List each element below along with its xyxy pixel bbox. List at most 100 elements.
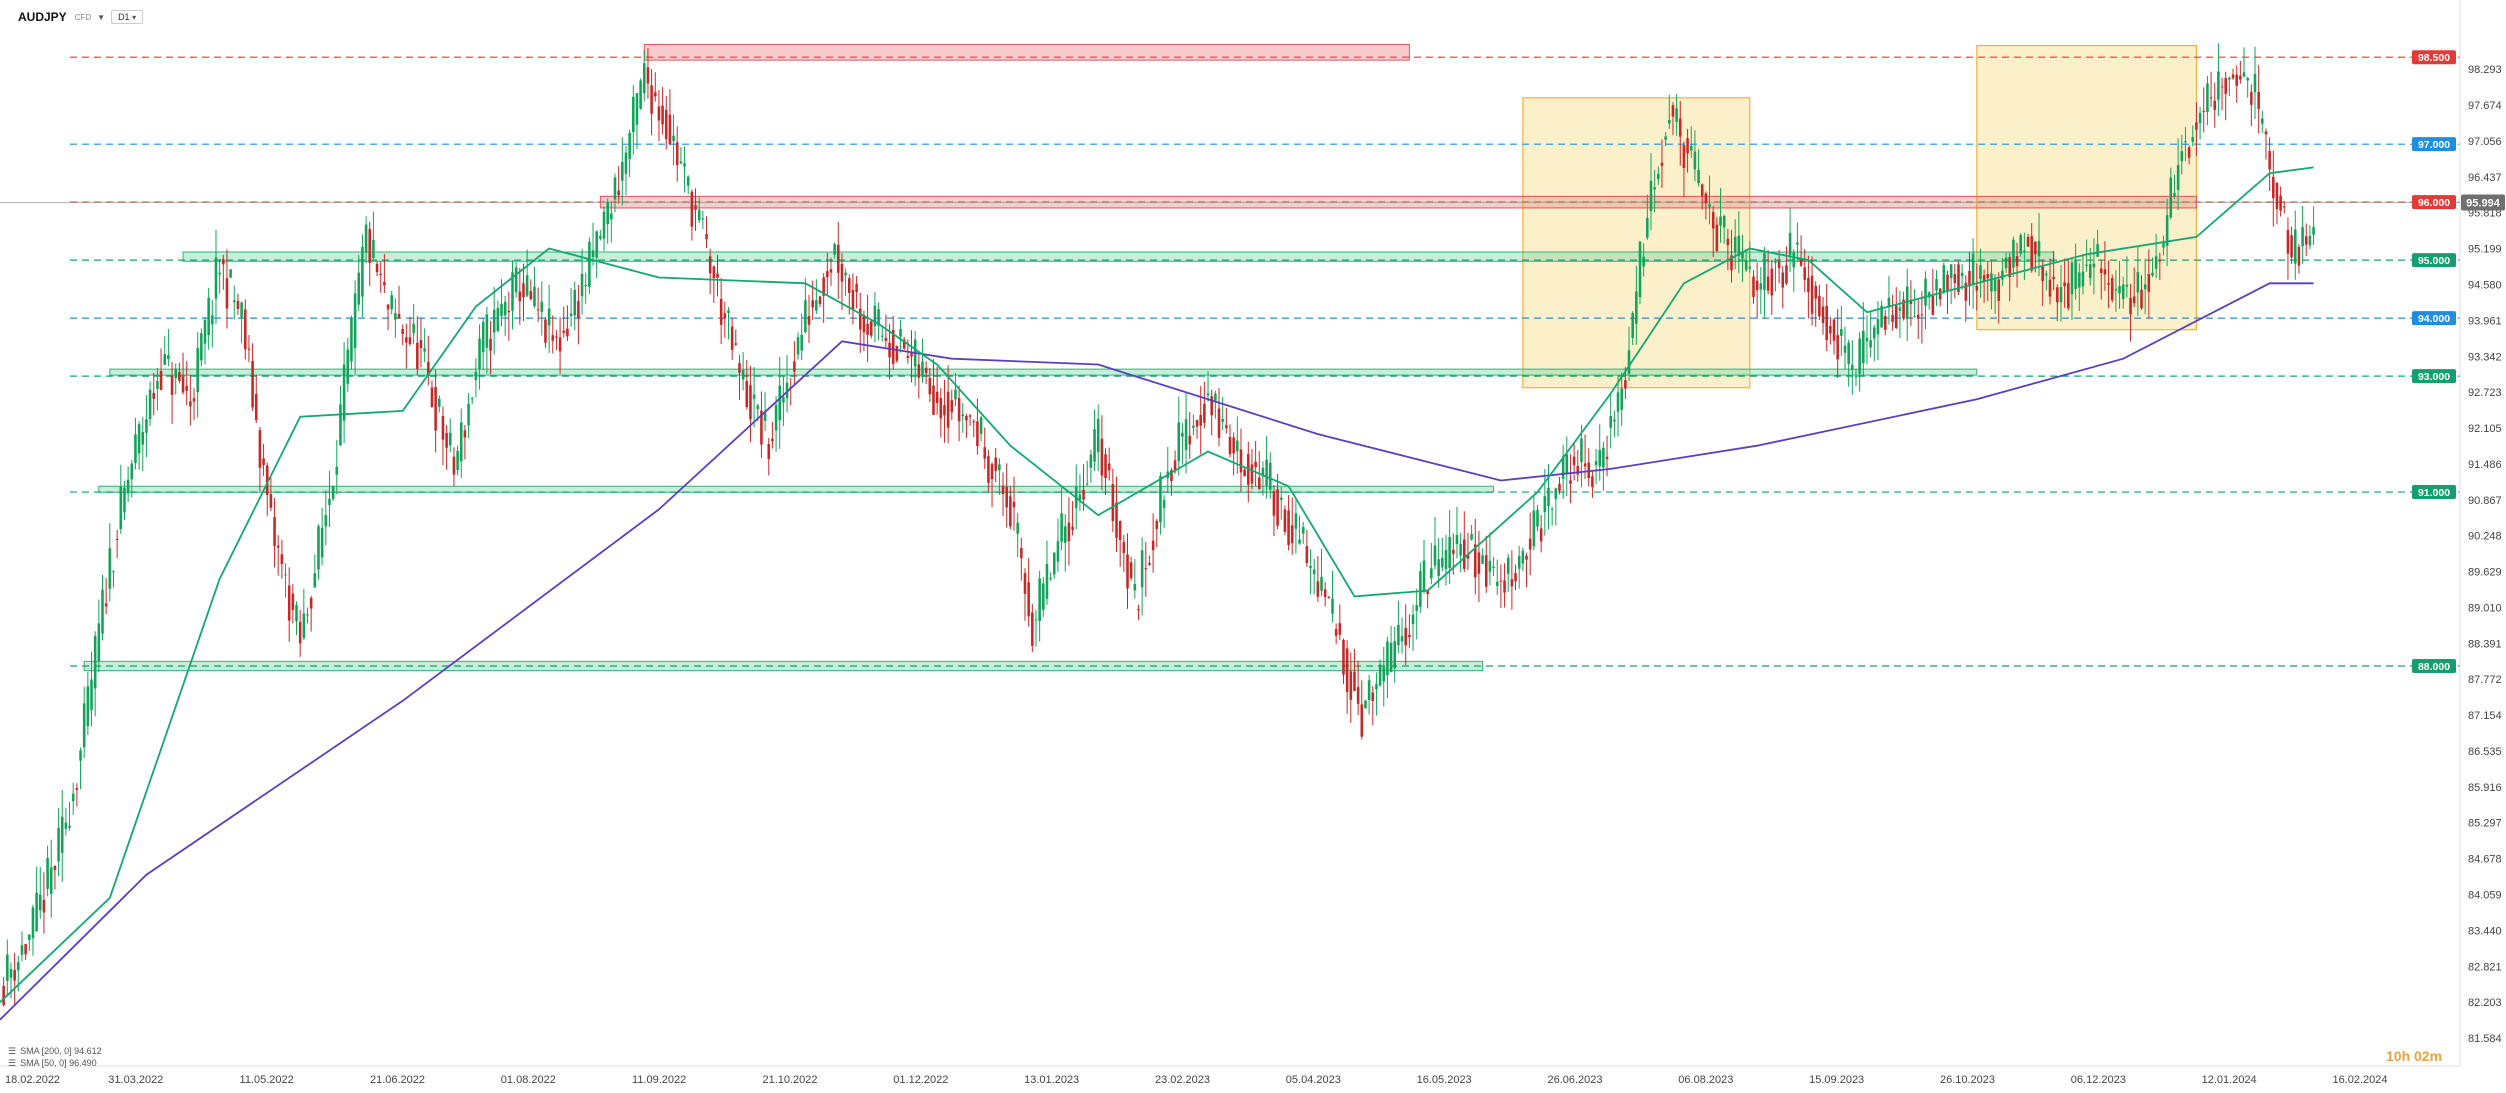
candle-body — [181, 376, 185, 393]
candle-body — [1089, 454, 1093, 468]
price-zones — [83, 43, 2197, 672]
candle-body — [170, 375, 174, 395]
candle-body — [492, 309, 496, 333]
candle-body — [1001, 485, 1005, 495]
candle-body — [1294, 513, 1298, 529]
candle-body — [862, 314, 866, 333]
candle-body — [1484, 555, 1488, 587]
candle-body — [1924, 278, 1927, 306]
candle-body — [672, 135, 675, 142]
candle-body — [664, 109, 668, 140]
candle-body — [71, 793, 75, 802]
indicator-row-sma200[interactable]: ☰ SMA [200, 0] 94.612 — [8, 1045, 102, 1057]
candle-body — [1594, 461, 1598, 465]
date-tick-label: 06.08.2023 — [1678, 1074, 1733, 1086]
candle-body — [650, 85, 653, 114]
candle-body — [1034, 619, 1038, 621]
candle-body — [998, 464, 1001, 471]
candle-body — [2081, 271, 2085, 287]
date-tick-label: 01.12.2022 — [893, 1074, 948, 1086]
candle-body — [1488, 560, 1492, 572]
candle-body — [1752, 276, 1755, 298]
candle-body — [946, 391, 950, 428]
candle-body — [2103, 269, 2107, 275]
candle-body — [1342, 640, 1345, 675]
highlight-boxes — [1522, 44, 2198, 389]
candle-body — [1609, 415, 1612, 428]
candle-body — [1199, 415, 1202, 426]
candle-body — [1276, 489, 1279, 526]
price-tick-label: 97.056 — [2468, 136, 2502, 148]
candle-body — [485, 314, 489, 348]
date-axis[interactable]: 18.02.2022 31.03.2022 11.05.2022 21.06.2022… — [0, 1065, 2460, 1086]
candle-body — [573, 289, 577, 316]
candle-body — [675, 142, 679, 166]
symbol-dropdown-icon[interactable]: ▼ — [97, 12, 106, 22]
candle-body — [1576, 465, 1580, 475]
candle-body — [1045, 563, 1049, 599]
candle-body — [994, 457, 997, 471]
candle-body — [53, 865, 57, 871]
candle-body — [28, 934, 31, 940]
level-badge — [2412, 50, 2456, 65]
candle-body — [1627, 350, 1631, 374]
candle-body — [756, 405, 760, 410]
candle-body — [1261, 467, 1265, 477]
candle-body — [434, 386, 437, 431]
candle-body — [412, 323, 415, 334]
candle-body — [2169, 177, 2173, 218]
candle-body — [68, 825, 71, 828]
candle-body — [280, 554, 284, 565]
symbol-label[interactable]: AUDJPY — [18, 10, 67, 24]
candle-body — [2217, 71, 2220, 100]
candle-body — [1078, 494, 1082, 500]
candle-body — [1071, 526, 1074, 530]
date-tick-label: 18.02.2022 — [5, 1074, 60, 1086]
candle-body — [408, 337, 412, 345]
candle-body — [1371, 692, 1375, 701]
candle-body — [1964, 282, 1968, 301]
candle-body — [1334, 628, 1338, 636]
candle-body — [522, 283, 525, 298]
candle-body — [1942, 265, 1946, 292]
candle-body — [386, 304, 390, 310]
candle-body — [1649, 180, 1653, 212]
candle-body — [869, 321, 873, 336]
candle-body — [1466, 553, 1470, 559]
candle-body — [134, 434, 137, 464]
candle-body — [361, 246, 364, 297]
candle-body — [90, 679, 93, 711]
candle-body — [2096, 244, 2099, 257]
candle-body — [1759, 283, 1763, 290]
timeframe-select[interactable]: D1 ▾ — [111, 10, 144, 24]
price-axis[interactable]: 98.293 97.674 97.056 96.437 95.818 95.199 94.5… — [2459, 0, 2502, 1066]
candle-body — [1935, 278, 1938, 291]
candle-body — [1129, 562, 1133, 579]
date-tick-label: 13.01.2023 — [1024, 1074, 1079, 1086]
candle-body — [313, 573, 317, 588]
candle-body — [17, 962, 20, 971]
candle-body — [1250, 464, 1254, 484]
level-badge — [2412, 658, 2456, 673]
candle-body — [511, 272, 514, 311]
candle-body — [2275, 182, 2279, 210]
indicator-row-sma50[interactable]: ☰ SMA [50, 0] 96.490 — [8, 1057, 102, 1069]
candle-body — [577, 301, 580, 319]
candle-body — [445, 433, 448, 448]
candle-body — [247, 348, 251, 350]
candle-body — [463, 430, 467, 438]
candle-body — [1517, 556, 1521, 569]
candle-body — [584, 285, 587, 287]
candle-body — [1217, 408, 1221, 438]
candle-body — [2114, 288, 2118, 291]
candle-body — [167, 355, 170, 360]
candle-body — [1181, 432, 1184, 437]
candle-body — [1920, 314, 1924, 316]
candle-body — [606, 201, 609, 225]
indicator-label: SMA [50, 0] 96.490 — [20, 1058, 97, 1068]
candle-body — [379, 273, 382, 276]
candle-body — [1356, 687, 1360, 704]
candle-body — [1053, 552, 1056, 575]
candle-body — [1774, 262, 1777, 264]
